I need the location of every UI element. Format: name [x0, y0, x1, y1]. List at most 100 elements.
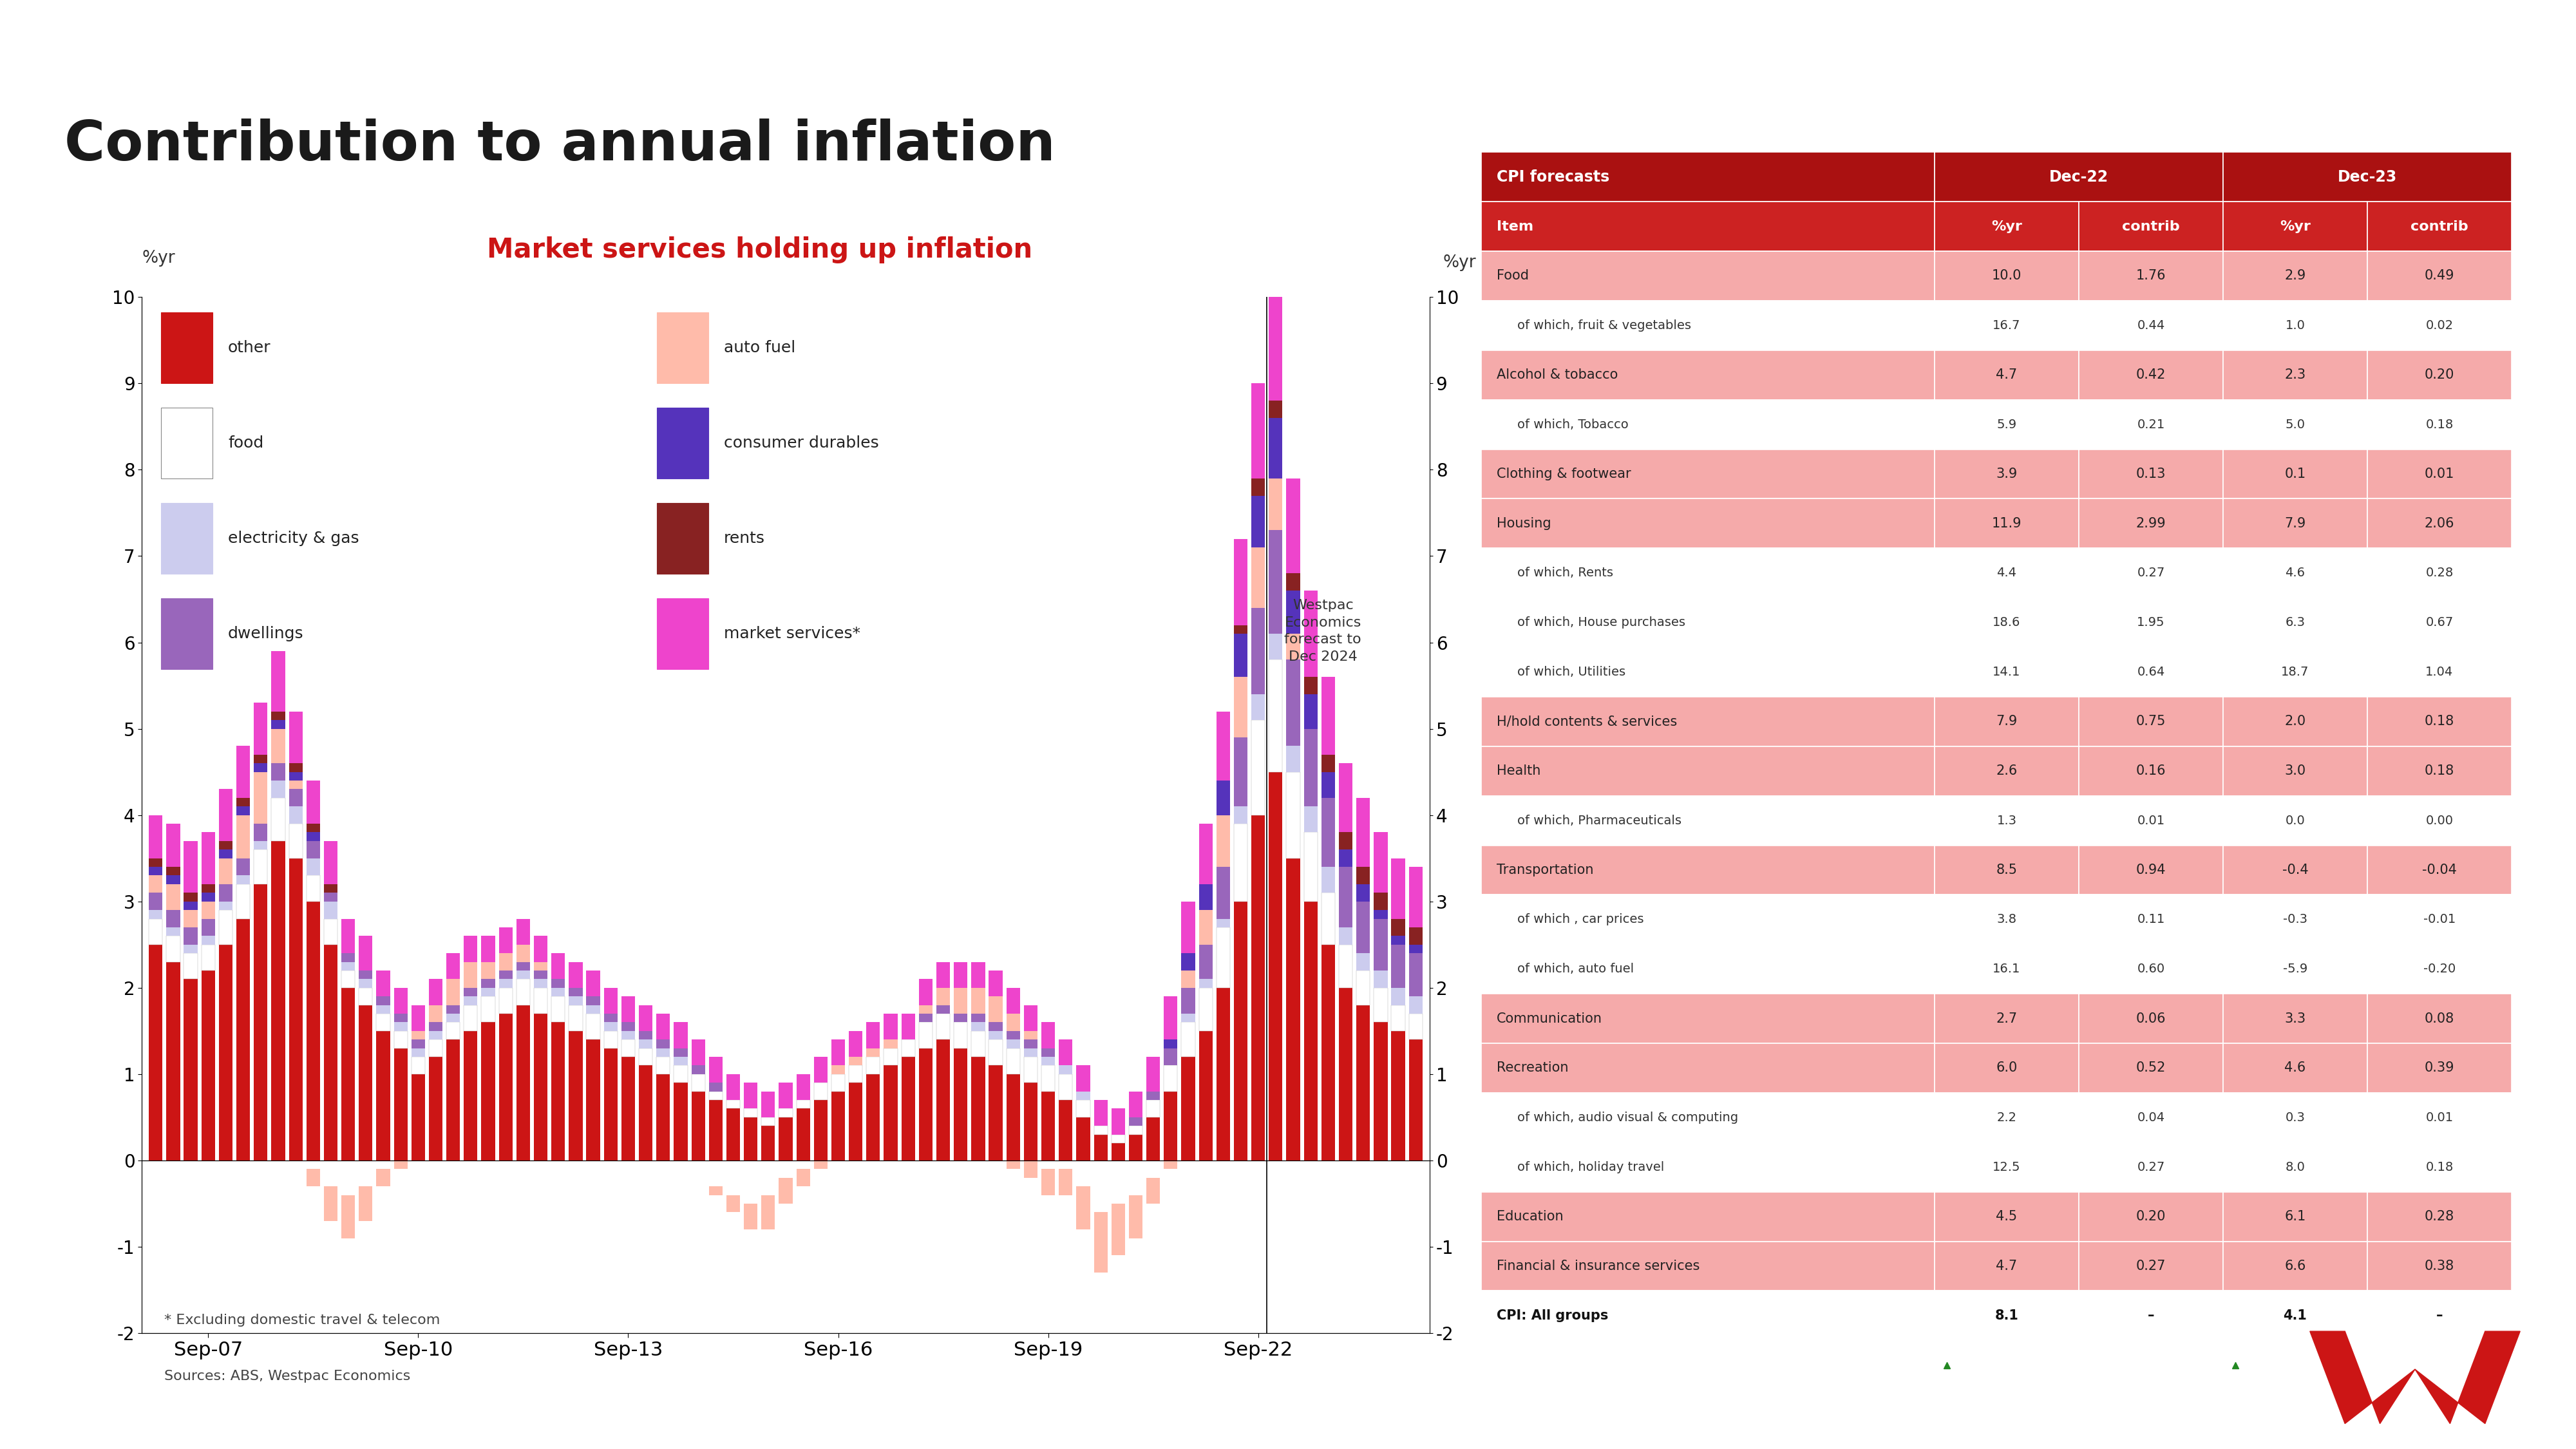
Bar — [160, 503, 211, 574]
Bar — [1321, 677, 1334, 755]
Bar — [1285, 858, 1301, 1161]
Bar — [464, 1030, 477, 1161]
Text: 0.60: 0.60 — [2138, 964, 2164, 975]
Bar — [325, 840, 337, 884]
Bar — [289, 711, 301, 764]
Bar — [569, 997, 582, 1006]
Bar — [376, 1006, 389, 1014]
Bar — [500, 953, 513, 971]
Text: Westpac
Economics
forecast to
Dec 2024: Westpac Economics forecast to Dec 2024 — [1285, 600, 1363, 664]
Text: 8.5: 8.5 — [1996, 864, 2017, 877]
Bar — [587, 1039, 600, 1161]
Bar — [1935, 746, 2079, 796]
Bar — [2223, 746, 2367, 796]
Bar — [690, 1091, 706, 1161]
Text: 0.75: 0.75 — [2136, 714, 2166, 727]
Bar — [167, 927, 180, 936]
Bar — [1164, 1091, 1177, 1161]
Bar — [533, 971, 549, 980]
Bar — [569, 962, 582, 988]
Bar — [708, 1187, 721, 1195]
Text: 10.0: 10.0 — [1991, 270, 2022, 283]
Bar — [325, 1187, 337, 1222]
Bar — [307, 840, 319, 858]
Bar — [1023, 1006, 1038, 1030]
Text: of which, House purchases: of which, House purchases — [1517, 616, 1685, 629]
Bar — [237, 746, 250, 798]
Bar — [1077, 1091, 1090, 1100]
Bar — [149, 893, 162, 910]
Bar — [183, 927, 198, 945]
Bar — [708, 1082, 721, 1091]
Bar — [167, 962, 180, 1161]
Bar — [1128, 1135, 1144, 1161]
Text: 0.18: 0.18 — [2424, 765, 2455, 778]
Bar — [621, 1030, 636, 1039]
Bar — [1270, 417, 1283, 478]
Bar — [160, 409, 211, 478]
Bar — [2223, 597, 2367, 648]
Bar — [149, 858, 162, 867]
Bar — [1110, 1204, 1126, 1255]
Bar — [1216, 711, 1229, 781]
Bar — [394, 1048, 407, 1161]
Bar — [428, 1030, 443, 1039]
Bar — [920, 1023, 933, 1048]
Bar — [255, 764, 268, 772]
Text: Dec-23: Dec-23 — [2336, 170, 2398, 184]
Bar — [2079, 449, 2223, 498]
Bar — [1935, 1093, 2079, 1142]
Bar — [2223, 400, 2367, 449]
Text: 2.3: 2.3 — [2285, 368, 2306, 381]
Bar — [270, 840, 286, 1161]
Bar — [621, 1023, 636, 1030]
Bar — [307, 875, 319, 901]
Bar — [515, 962, 531, 971]
Bar — [1340, 945, 1352, 988]
Bar — [832, 1065, 845, 1074]
Bar — [2367, 1142, 2512, 1191]
Bar — [657, 1048, 670, 1056]
Bar — [237, 858, 250, 875]
Bar — [690, 1065, 706, 1074]
Bar — [167, 875, 180, 884]
Bar — [412, 1006, 425, 1030]
Bar — [1252, 720, 1265, 814]
Bar — [183, 893, 198, 901]
Bar — [1340, 764, 1352, 832]
Text: Dec-22: Dec-22 — [2048, 170, 2110, 184]
Bar — [762, 1195, 775, 1229]
Bar — [307, 832, 319, 840]
Text: 0.01: 0.01 — [2427, 1111, 2452, 1123]
Bar — [1481, 449, 1935, 498]
Bar — [167, 910, 180, 927]
Bar — [1935, 548, 2079, 598]
Bar — [2367, 251, 2512, 301]
Text: 0.67: 0.67 — [2427, 616, 2452, 629]
Bar — [270, 729, 286, 764]
Text: 0.13: 0.13 — [2136, 468, 2166, 481]
Bar — [1391, 858, 1404, 919]
Text: Contribution to annual inflation: Contribution to annual inflation — [64, 119, 1056, 171]
Bar — [1373, 988, 1388, 1023]
Bar — [1216, 927, 1229, 988]
Text: %yr: %yr — [2280, 220, 2311, 233]
Bar — [1303, 807, 1316, 832]
Text: Clothing & footwear: Clothing & footwear — [1497, 468, 1631, 481]
Text: 6.1: 6.1 — [2285, 1210, 2306, 1223]
Text: 4.6: 4.6 — [2285, 1062, 2306, 1075]
Text: 0.28: 0.28 — [2424, 1210, 2455, 1223]
Bar — [1095, 1100, 1108, 1126]
Bar — [167, 884, 180, 910]
Bar — [1059, 1039, 1072, 1065]
Bar — [289, 807, 301, 823]
Bar — [289, 772, 301, 781]
Bar — [971, 1056, 984, 1161]
Bar — [1164, 1161, 1177, 1169]
Bar — [2223, 351, 2367, 400]
Bar — [1077, 1187, 1090, 1229]
Bar — [675, 1048, 688, 1056]
Bar — [850, 1056, 863, 1065]
Bar — [1935, 201, 2079, 251]
Text: Housing: Housing — [1497, 517, 1551, 530]
